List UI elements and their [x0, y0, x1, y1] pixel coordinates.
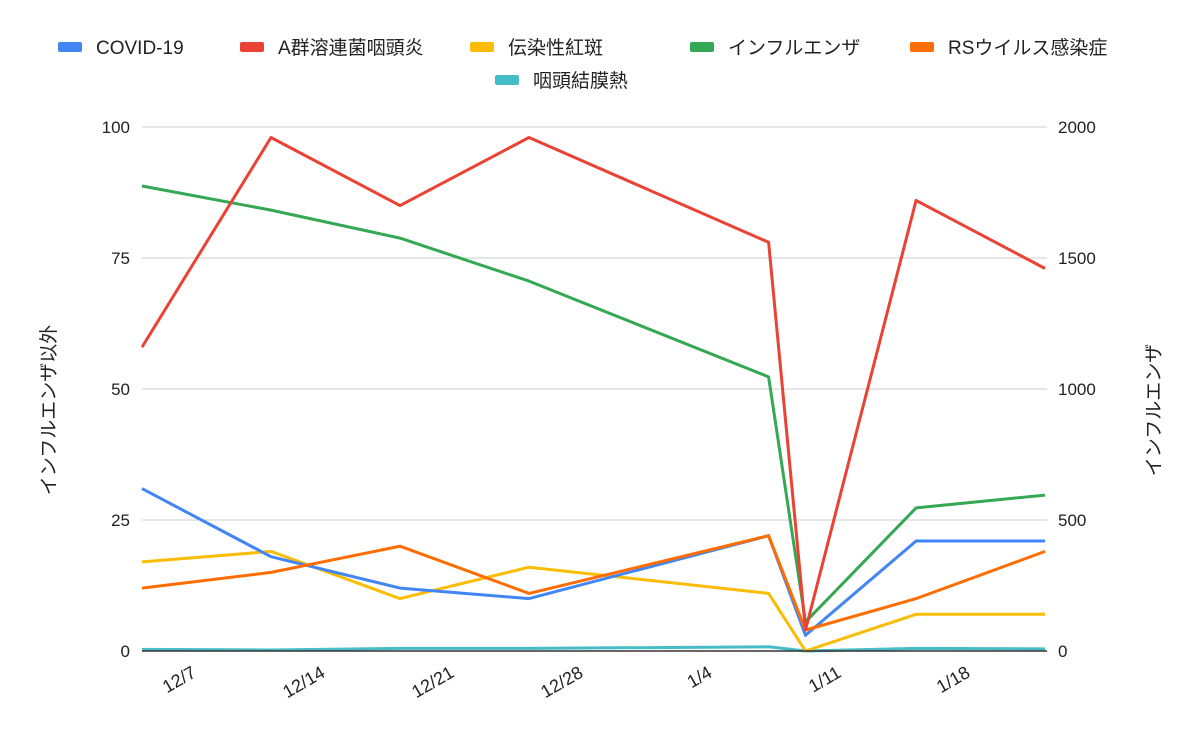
legend-swatch — [690, 42, 714, 52]
y-right-tick-label: 0 — [1058, 642, 1067, 661]
legend-label: A群溶連菌咽頭炎 — [278, 37, 424, 59]
right-axis-ticks: 0 500 1000 1500 2000 — [1058, 118, 1096, 661]
y-right-tick-label: 1000 — [1058, 380, 1096, 399]
y-right-tick-label: 500 — [1058, 511, 1086, 530]
legend-swatch — [910, 42, 934, 52]
series-line-2 — [141, 549, 1046, 653]
series-line-4 — [141, 534, 1046, 632]
series-line-5 — [141, 645, 1046, 653]
legend-label: COVID-19 — [96, 38, 184, 59]
x-tick-label: 12/7 — [159, 662, 199, 697]
y-left-tick-label: 75 — [111, 249, 130, 268]
y-right-tick-label: 2000 — [1058, 118, 1096, 137]
legend-label: 伝染性紅斑 — [508, 37, 603, 59]
series-lines — [140, 136, 1046, 653]
legend-label: RSウイルス感染症 — [948, 37, 1107, 59]
legend-item[interactable]: COVID-19 — [58, 38, 184, 59]
x-tick-label: 1/11 — [805, 662, 844, 696]
gridlines — [142, 126, 1047, 521]
x-tick-label: 12/28 — [537, 662, 586, 702]
x-tick-label: 1/18 — [933, 662, 973, 697]
x-tick-label: 1/4 — [684, 662, 716, 692]
legend-label: 咽頭結膜熱 — [533, 70, 628, 92]
y-left-tick-label: 25 — [111, 511, 130, 530]
legend-swatch — [58, 42, 82, 52]
legend-item[interactable]: インフルエンザ — [690, 38, 860, 59]
series-line-1 — [140, 136, 1046, 632]
x-axis-ticks: 12/7 12/14 12/21 12/28 1/4 1/11 1/18 — [159, 662, 973, 702]
y-left-tick-label: 0 — [121, 642, 130, 661]
legend-item[interactable]: 咽頭結膜熱 — [495, 70, 628, 92]
left-axis-ticks: 0 25 50 75 100 — [102, 118, 130, 661]
x-tick-label: 12/21 — [408, 662, 457, 702]
legend-item[interactable]: 伝染性紅斑 — [470, 37, 603, 59]
legend-swatch — [495, 75, 519, 85]
legend-item[interactable]: A群溶連菌咽頭炎 — [240, 37, 424, 59]
y-left-tick-label: 100 — [102, 118, 130, 137]
series-line-0 — [141, 487, 1046, 637]
legend-swatch — [240, 42, 264, 52]
x-tick-label: 12/14 — [279, 662, 328, 702]
left-axis-title: インフルエンザ以外 — [38, 325, 60, 495]
right-axis-title: インフルエンザ — [1144, 344, 1165, 476]
y-right-tick-label: 1500 — [1058, 249, 1096, 268]
legend-item[interactable]: RSウイルス感染症 — [910, 37, 1107, 59]
legend: COVID-19 A群溶連菌咽頭炎 伝染性紅斑 インフルエンザ RSウイルス感染症咽頭結… — [58, 37, 1107, 92]
legend-label: インフルエンザ — [728, 38, 860, 59]
legend-swatch — [470, 42, 494, 52]
y-left-tick-label: 50 — [111, 380, 130, 399]
series-line-3 — [141, 184, 1046, 624]
